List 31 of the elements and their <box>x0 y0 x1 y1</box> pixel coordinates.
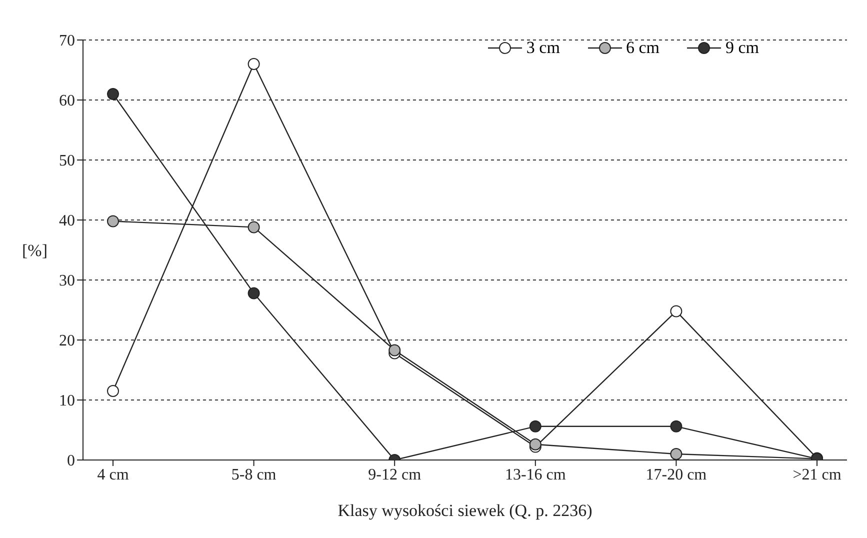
y-tick-label: 70 <box>59 32 75 50</box>
y-tick-label: 50 <box>59 152 75 170</box>
legend-label: 6 cm <box>626 38 660 58</box>
legend-label: 9 cm <box>725 38 759 58</box>
point <box>107 88 119 100</box>
x-tick-label: >21 cm <box>792 466 842 484</box>
x-tick-label: 9-12 cm <box>368 466 422 484</box>
point <box>670 420 682 432</box>
x-tick-label: 13-16 cm <box>504 466 566 484</box>
x-axis-title: Klasy wysokości siewek (Q. p. 2236) <box>338 501 592 520</box>
point <box>107 215 119 228</box>
y-tick-label: 10 <box>59 392 75 410</box>
x-tick-label: 17-20 cm <box>646 466 708 484</box>
point <box>248 221 260 234</box>
point <box>529 420 542 432</box>
point <box>248 58 260 70</box>
y-tick-label: 0 <box>67 452 75 470</box>
y-tick-label: 30 <box>59 272 75 290</box>
point <box>107 385 119 397</box>
y-tick-label: 60 <box>59 92 75 110</box>
point <box>670 448 682 460</box>
y-tick-label: 40 <box>59 212 75 230</box>
y-axis-title: [%] <box>22 241 48 260</box>
legend-label: 3 cm <box>526 38 560 58</box>
x-tick-label: 5-8 cm <box>231 466 277 484</box>
y-tick-label: 20 <box>59 332 75 350</box>
x-tick-label: 4 cm <box>97 466 130 484</box>
point <box>529 438 542 450</box>
point <box>388 344 401 356</box>
point <box>248 287 260 300</box>
point <box>670 305 682 318</box>
